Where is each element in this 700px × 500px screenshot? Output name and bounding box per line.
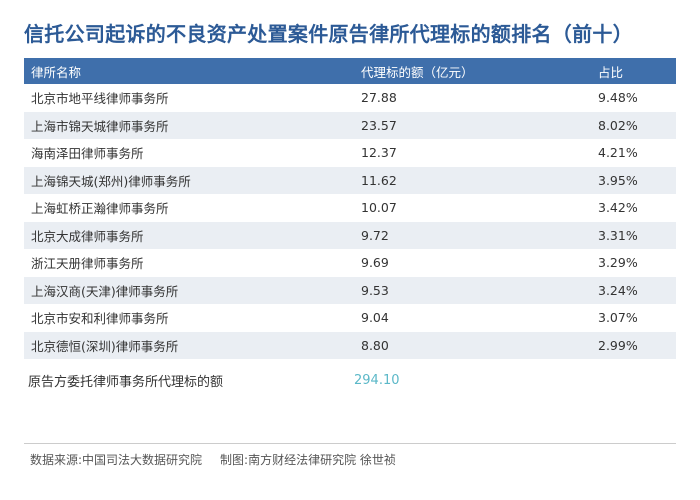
share: 2.99% (598, 337, 638, 353)
total-row: 原告方委托律师事务所代理标的额 294.10 (24, 370, 676, 390)
share: 8.02% (598, 117, 638, 133)
footer-divider (24, 443, 676, 444)
share: 3.07% (598, 310, 638, 326)
amount: 9.53 (361, 282, 389, 298)
total-label: 原告方委托律师事务所代理标的额 (28, 374, 224, 390)
firm-name: 上海虹桥正瀚律师事务所 (31, 201, 169, 217)
firm-name: 北京市地平线律师事务所 (31, 91, 169, 107)
firm-name: 上海锦天城(郑州)律师事务所 (31, 173, 191, 189)
table-row: 海南泽田律师事务所 12.37 4.21% (24, 139, 676, 167)
firm-name: 浙江天册律师事务所 (31, 256, 144, 272)
amount: 9.72 (361, 227, 389, 243)
table-row: 上海汉商(天津)律师事务所 9.53 3.24% (24, 276, 676, 304)
firm-name: 北京市安和利律师事务所 (31, 311, 169, 327)
ranking-table: 律所名称 代理标的额（亿元） 占比 北京市地平线律师事务所 27.88 9.48% 上… (24, 58, 676, 359)
share: 9.48% (598, 90, 638, 106)
table-header: 律所名称 代理标的额（亿元） 占比 (24, 58, 676, 84)
firm-name: 北京大成律师事务所 (31, 228, 144, 244)
table-row: 北京大成律师事务所 9.72 3.31% (24, 221, 676, 249)
amount: 10.07 (361, 200, 397, 216)
header-amount: 代理标的额（亿元） (361, 64, 474, 80)
table-body: 北京市地平线律师事务所 27.88 9.48% 上海市锦天城律师事务所 23.57 8.0… (24, 84, 676, 359)
footer: 数据来源:中国司法大数据研究院 制图:南方财经法律研究院 徐世祯 (30, 451, 396, 468)
table-row: 北京市地平线律师事务所 27.88 9.48% (24, 84, 676, 112)
amount: 23.57 (361, 117, 397, 133)
share: 3.42% (598, 200, 638, 216)
table-row: 上海锦天城(郑州)律师事务所 11.62 3.95% (24, 166, 676, 194)
share: 3.29% (598, 255, 638, 271)
table-row: 浙江天册律师事务所 9.69 3.29% (24, 249, 676, 277)
share: 4.21% (598, 145, 638, 161)
firm-name: 北京德恒(深圳)律师事务所 (31, 338, 179, 354)
firm-name: 上海汉商(天津)律师事务所 (31, 283, 179, 299)
amount: 11.62 (361, 172, 397, 188)
share: 3.31% (598, 227, 638, 243)
amount: 8.80 (361, 337, 389, 353)
firm-name: 上海市锦天城律师事务所 (31, 118, 169, 134)
share: 3.24% (598, 282, 638, 298)
firm-name: 海南泽田律师事务所 (31, 146, 144, 162)
amount: 9.04 (361, 310, 389, 326)
table-row: 上海市锦天城律师事务所 23.57 8.02% (24, 111, 676, 139)
table-row: 上海虹桥正瀚律师事务所 10.07 3.42% (24, 194, 676, 222)
amount: 12.37 (361, 145, 397, 161)
total-value: 294.10 (354, 372, 400, 388)
share: 3.95% (598, 172, 638, 188)
header-share: 占比 (598, 64, 624, 80)
chart-credit: 制图:南方财经法律研究院 徐世祯 (220, 453, 396, 467)
table-row: 北京德恒(深圳)律师事务所 8.80 2.99% (24, 331, 676, 359)
amount: 9.69 (361, 255, 389, 271)
data-source: 数据来源:中国司法大数据研究院 (30, 453, 203, 467)
page-title: 信托公司起诉的不良资产处置案件原告律所代理标的额排名（前十） (24, 22, 633, 46)
table-row: 北京市安和利律师事务所 9.04 3.07% (24, 304, 676, 332)
header-firm-name: 律所名称 (31, 64, 82, 80)
amount: 27.88 (361, 90, 397, 106)
